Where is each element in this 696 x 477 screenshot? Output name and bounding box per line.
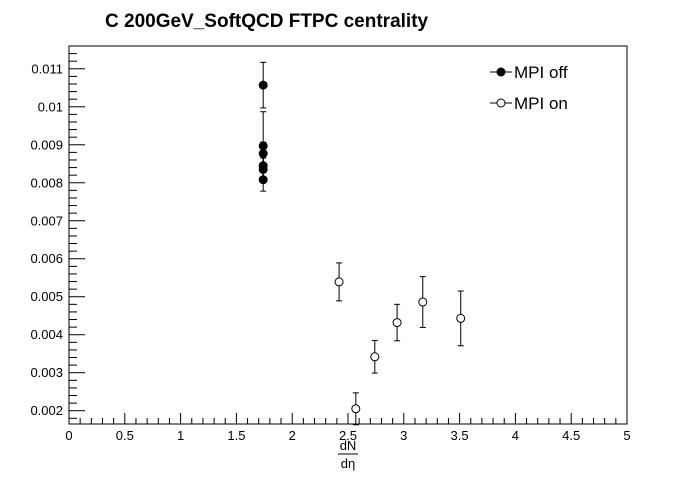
- point-marker: [258, 80, 268, 90]
- legend-entry: MPI off: [490, 63, 568, 82]
- data-marks: [258, 61, 466, 426]
- x-axis-label-denominator: dη: [341, 456, 355, 471]
- point-marker: [351, 404, 361, 414]
- point-marker: [392, 318, 402, 328]
- point-marker: [334, 277, 344, 287]
- x-tick-label: 3: [400, 428, 407, 443]
- y-tick-label: 0.004: [30, 327, 63, 342]
- legend-marker-filled: [496, 67, 506, 77]
- legend-label: MPI off: [514, 63, 568, 82]
- legend-marker-open: [496, 98, 506, 108]
- legend-label: MPI on: [514, 94, 568, 113]
- x-tick-label: 4.5: [562, 428, 580, 443]
- axes: 0 0.5 1 1.5 2 2.5 3 3.5 4 4.5 5 0.002 0.003 0.004 0.00…: [30, 45, 631, 443]
- y-tick-label: 0.009: [30, 137, 63, 152]
- y-tick-label: 0.01: [38, 99, 63, 114]
- point-marker: [258, 175, 268, 185]
- point-marker: [456, 313, 466, 323]
- x-tick-label: 0: [65, 428, 72, 443]
- x-tick-label: 1.5: [227, 428, 245, 443]
- x-axis-label: dN dη: [338, 438, 358, 471]
- mpi-on-point: [370, 339, 380, 374]
- x-tick-label: 1: [177, 428, 184, 443]
- legend-entry: MPI on: [490, 94, 568, 113]
- y-tick-label: 0.007: [30, 213, 63, 228]
- y-tick-label: 0.006: [30, 251, 63, 266]
- x-tick-label: 0.5: [116, 428, 134, 443]
- chart-title: C 200GeV_SoftQCD FTPC centrality: [105, 11, 429, 32]
- x-tick-label: 4: [512, 428, 519, 443]
- mpi-on-point: [392, 303, 402, 342]
- x-tick-label: 2: [289, 428, 296, 443]
- mpi-on-point: [334, 262, 344, 302]
- y-tick-label: 0.002: [30, 403, 63, 418]
- y-tick-label: 0.003: [30, 365, 63, 380]
- mpi-on-point: [418, 276, 428, 329]
- y-tick-label: 0.005: [30, 289, 63, 304]
- x-tick-label: 3.5: [451, 428, 469, 443]
- x-axis-label-numerator: dN: [340, 438, 357, 453]
- mpi-off-point: [258, 61, 268, 109]
- mpi-on-point: [456, 290, 466, 347]
- mpi-on-point: [351, 392, 361, 426]
- y-tick-label: 0.011: [31, 61, 63, 76]
- x-tick-label: 5: [623, 428, 630, 443]
- x-tick-label: 2.5: [339, 428, 357, 443]
- y-tick-label: 0.008: [30, 175, 63, 190]
- point-marker: [418, 297, 428, 307]
- legend: MPI off MPI on: [490, 63, 568, 113]
- mpi-off-point: [258, 167, 268, 192]
- point-marker: [370, 352, 380, 362]
